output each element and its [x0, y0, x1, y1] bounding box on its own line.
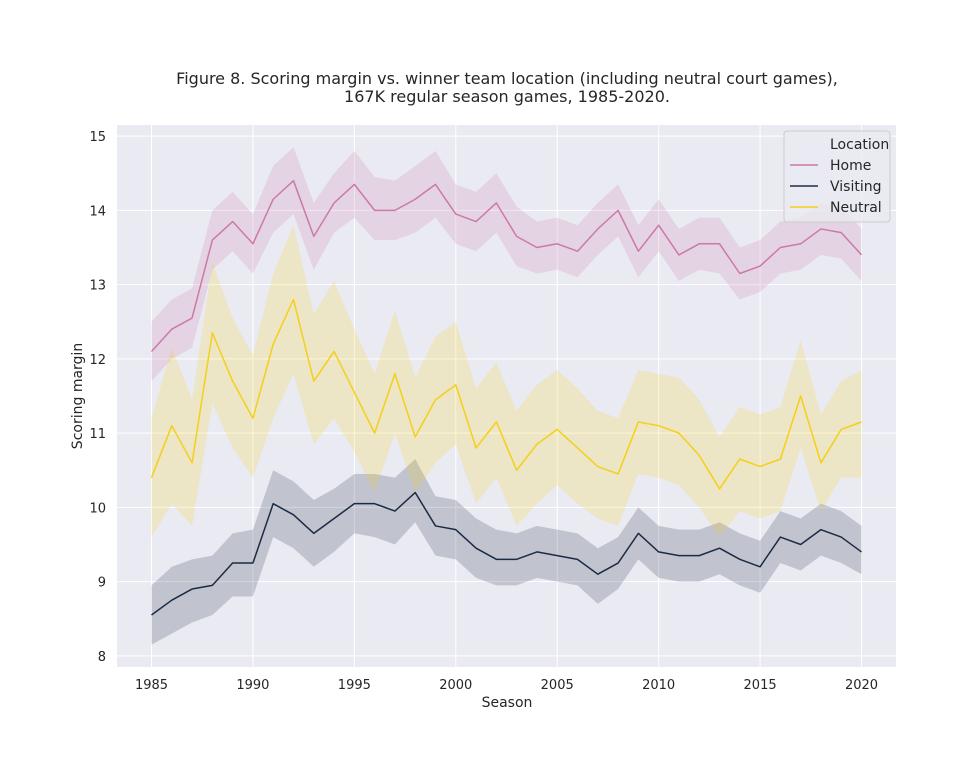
x-ticks: 1985 1990 1995 2000 2005 2010 2015 2020	[135, 678, 878, 693]
x-tick-label: 2020	[845, 678, 878, 693]
y-tick-label: 12	[89, 353, 106, 368]
x-tick-label: 2015	[744, 678, 777, 693]
line-home	[150, 179, 863, 352]
legend-label-home: Home	[830, 158, 871, 174]
y-tick-label: 8	[98, 650, 106, 665]
x-tick-label: 1990	[236, 678, 269, 693]
x-tick-label: 1985	[135, 678, 168, 693]
y-axis-label: Scoring margin	[70, 343, 86, 449]
line-neutral	[150, 298, 862, 490]
y-tick-label: 13	[89, 279, 106, 294]
x-axis-label: Season	[482, 695, 533, 711]
legend-box	[783, 130, 891, 223]
legend: Location Home Visiting Neutral	[783, 130, 891, 223]
x-tick-label: 1995	[338, 678, 371, 693]
band-visiting	[151, 459, 862, 645]
x-tick-label: 2010	[642, 678, 675, 693]
legend-title: Location	[830, 137, 889, 153]
y-tick-label: 15	[89, 130, 106, 145]
series-lines	[150, 179, 863, 616]
legend-label-neutral: Neutral	[830, 200, 882, 216]
chart-title-line-1: Figure 8. Scoring margin vs. winner team…	[176, 69, 838, 88]
band-neutral	[151, 225, 862, 538]
plot-area	[117, 125, 896, 667]
x-tick-label: 2000	[439, 678, 472, 693]
y-tick-label: 10	[89, 501, 106, 516]
confidence-bands	[151, 147, 862, 645]
y-tick-label: 11	[89, 427, 106, 442]
legend-label-visiting: Visiting	[830, 179, 881, 195]
y-ticks: 8 9 10 11 12 13 14 15	[89, 130, 106, 665]
line-visiting	[151, 491, 862, 616]
x-tick-label: 2005	[541, 678, 574, 693]
y-tick-label: 9	[98, 576, 106, 591]
band-home	[151, 147, 862, 382]
y-tick-label: 14	[89, 204, 106, 219]
chart-title-line-2: 167K regular season games, 1985-2020.	[344, 87, 670, 106]
